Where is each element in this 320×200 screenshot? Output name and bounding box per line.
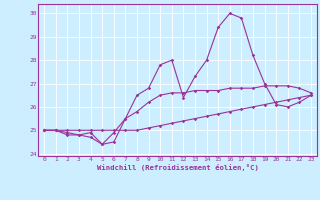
X-axis label: Windchill (Refroidissement éolien,°C): Windchill (Refroidissement éolien,°C) [97, 164, 259, 171]
